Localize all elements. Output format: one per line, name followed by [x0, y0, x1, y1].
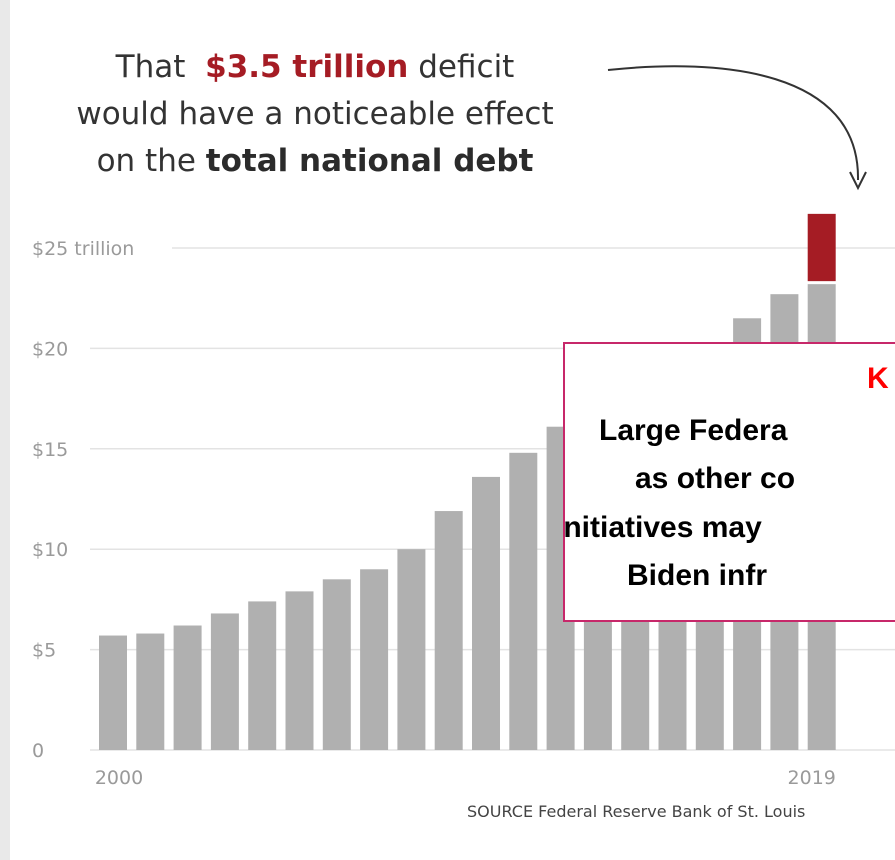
- bar-2006: [322, 579, 351, 750]
- y-tick-label: $20: [32, 338, 68, 360]
- y-tick-label: $5: [32, 640, 56, 662]
- callout-box: K Large Federa as other co initiatives m…: [563, 342, 895, 622]
- callout-line-1: Large Federa: [599, 414, 788, 447]
- headline-bold: total national debt: [205, 143, 534, 179]
- x-axis-labels: 2000 2019: [95, 767, 836, 789]
- headline-text: on the: [96, 143, 196, 179]
- chart-headline: That $3.5 trillion deficit would have a …: [20, 44, 610, 185]
- callout-title: K: [867, 362, 889, 395]
- y-tick-label: 0: [32, 740, 44, 762]
- bar-2002: [173, 625, 202, 750]
- arrow-head: [849, 171, 867, 191]
- callout-line-2: as other co: [635, 462, 796, 495]
- headline-highlight: $3.5 trillion: [205, 49, 409, 85]
- y-tick-label: $10: [32, 539, 68, 561]
- bar-2010: [472, 476, 500, 750]
- bar-deficit-addition: [807, 213, 836, 282]
- headline-line-2: would have a noticeable effect: [76, 96, 554, 132]
- bar-2004: [248, 601, 277, 750]
- bar-2003: [210, 613, 239, 750]
- y-tick-label: $25 trillion: [32, 238, 134, 260]
- bar-2001: [136, 633, 165, 750]
- bar-2000: [99, 635, 127, 750]
- source-note: SOURCE Federal Reserve Bank of St. Louis: [467, 802, 806, 821]
- headline-text: That: [115, 49, 186, 85]
- x-tick-label: 2019: [788, 767, 836, 789]
- bar-2008: [397, 549, 426, 750]
- left-margin-strip: [0, 0, 10, 860]
- y-axis-labels: $25 trillion $20 $15 $10 $5 0: [32, 238, 134, 762]
- headline-line-3: on the total national debt: [20, 138, 610, 185]
- curved-arrow: [607, 65, 860, 181]
- bar-2009: [434, 511, 463, 750]
- callout-line-4: Biden infr: [627, 559, 767, 592]
- x-tick-label: 2000: [95, 767, 143, 789]
- y-tick-label: $15: [32, 439, 68, 461]
- headline-line-1: That $3.5 trillion deficit: [20, 44, 610, 91]
- bar-2011: [509, 452, 538, 750]
- bar-2007: [360, 569, 389, 750]
- callout-line-3: initiatives may: [563, 511, 762, 544]
- headline-text: deficit: [418, 49, 515, 85]
- bar-2005: [285, 591, 314, 750]
